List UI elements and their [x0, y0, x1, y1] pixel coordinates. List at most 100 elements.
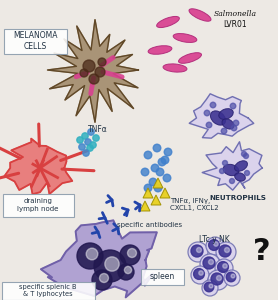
Circle shape — [163, 174, 171, 182]
Circle shape — [94, 250, 126, 282]
Text: specific splenic B
& T lyphocytes: specific splenic B & T lyphocytes — [19, 284, 77, 297]
Circle shape — [206, 122, 212, 128]
Circle shape — [231, 274, 235, 278]
Ellipse shape — [235, 161, 247, 171]
Text: TNFα: TNFα — [88, 125, 108, 134]
Text: draining
lymph node: draining lymph node — [17, 199, 59, 212]
Circle shape — [153, 144, 161, 152]
FancyBboxPatch shape — [3, 194, 73, 217]
Circle shape — [208, 270, 228, 290]
Circle shape — [218, 262, 229, 272]
Text: LTc y NK: LTc y NK — [198, 236, 229, 244]
Circle shape — [156, 168, 164, 176]
Circle shape — [89, 74, 99, 84]
Text: Salmonella: Salmonella — [214, 10, 257, 18]
Circle shape — [128, 248, 136, 257]
FancyBboxPatch shape — [140, 268, 183, 284]
Circle shape — [98, 58, 106, 66]
Text: NEUTROPHILS: NEUTROPHILS — [210, 195, 267, 201]
Circle shape — [226, 272, 236, 282]
Text: LVR01: LVR01 — [223, 20, 247, 29]
Ellipse shape — [235, 173, 245, 181]
Ellipse shape — [210, 111, 225, 125]
Polygon shape — [189, 94, 254, 138]
Circle shape — [211, 273, 223, 285]
Circle shape — [244, 154, 249, 158]
Ellipse shape — [148, 46, 172, 54]
Circle shape — [87, 145, 93, 151]
Circle shape — [77, 243, 103, 269]
Circle shape — [204, 110, 210, 116]
Circle shape — [144, 184, 152, 192]
Ellipse shape — [163, 64, 187, 72]
Circle shape — [202, 280, 218, 296]
Circle shape — [216, 242, 236, 262]
Circle shape — [209, 284, 213, 288]
Circle shape — [90, 142, 96, 148]
Circle shape — [93, 135, 99, 141]
Circle shape — [197, 248, 202, 253]
Ellipse shape — [223, 164, 239, 176]
Circle shape — [191, 245, 203, 257]
Circle shape — [219, 245, 231, 257]
Ellipse shape — [222, 119, 234, 129]
Polygon shape — [202, 142, 262, 190]
Circle shape — [82, 133, 88, 139]
Circle shape — [242, 152, 247, 157]
Circle shape — [164, 148, 172, 156]
Circle shape — [208, 260, 214, 265]
Circle shape — [158, 158, 166, 166]
Ellipse shape — [219, 109, 233, 119]
Circle shape — [191, 266, 209, 284]
Circle shape — [204, 282, 214, 292]
Circle shape — [124, 266, 131, 274]
Circle shape — [206, 237, 224, 255]
Circle shape — [224, 270, 240, 286]
Circle shape — [214, 242, 218, 246]
Circle shape — [154, 184, 162, 192]
Circle shape — [222, 160, 227, 166]
Circle shape — [144, 151, 152, 159]
Circle shape — [77, 137, 83, 143]
Circle shape — [215, 259, 233, 277]
Circle shape — [80, 69, 88, 77]
Text: TNFα, IFNγ,
CXCL1, CXCL2: TNFα, IFNγ, CXCL1, CXCL2 — [170, 198, 219, 211]
Text: ?: ? — [253, 238, 271, 266]
Circle shape — [244, 170, 249, 175]
Circle shape — [223, 264, 227, 268]
Ellipse shape — [178, 53, 202, 63]
Circle shape — [199, 271, 203, 275]
FancyBboxPatch shape — [1, 281, 95, 299]
Circle shape — [105, 257, 119, 271]
Circle shape — [161, 156, 169, 164]
Circle shape — [230, 103, 236, 109]
Circle shape — [208, 240, 219, 250]
Text: spleen: spleen — [149, 272, 175, 281]
Circle shape — [118, 264, 134, 280]
FancyBboxPatch shape — [4, 28, 66, 53]
Circle shape — [92, 270, 112, 290]
Circle shape — [141, 168, 149, 176]
Circle shape — [200, 254, 220, 274]
Polygon shape — [140, 201, 150, 211]
Ellipse shape — [173, 34, 197, 43]
Circle shape — [188, 242, 208, 262]
Circle shape — [79, 144, 85, 150]
Circle shape — [230, 178, 235, 184]
Polygon shape — [153, 178, 163, 188]
Text: specific antibodies: specific antibodies — [117, 222, 183, 228]
Circle shape — [193, 268, 204, 279]
Circle shape — [210, 102, 216, 108]
Ellipse shape — [189, 9, 211, 21]
Text: MELANOMA
CELLS: MELANOMA CELLS — [13, 31, 57, 51]
Circle shape — [203, 257, 215, 269]
Polygon shape — [151, 195, 161, 205]
Circle shape — [95, 67, 105, 77]
Circle shape — [83, 60, 95, 72]
Circle shape — [221, 128, 227, 134]
Circle shape — [85, 139, 91, 145]
Circle shape — [225, 248, 230, 253]
Polygon shape — [48, 20, 138, 122]
Circle shape — [217, 275, 222, 281]
Ellipse shape — [157, 16, 179, 28]
